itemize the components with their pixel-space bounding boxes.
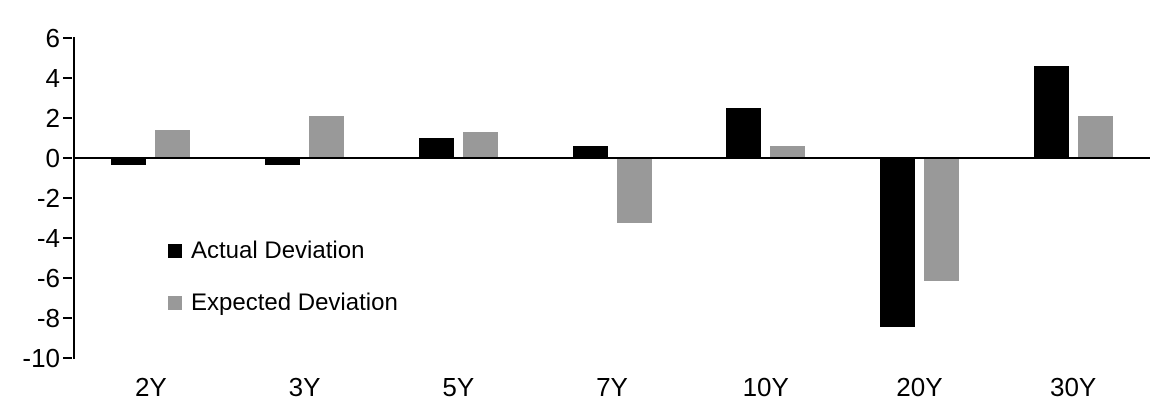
bar-expected-5Y [462,132,498,158]
x-axis-category-label: 30Y [1050,372,1097,402]
legend-label-expected: Expected Deviation [191,289,398,316]
bar-expected-3Y [309,116,345,158]
x-axis-category-label: 3Y [288,372,321,402]
y-axis-tick-mark [63,357,72,359]
legend-swatch-actual-icon [168,244,182,258]
x-axis-category-label: 7Y [596,372,628,402]
y-axis-tick-label: -8 [36,303,60,333]
y-axis-tick-label: -6 [36,263,60,293]
x-axis-category-label: 20Y [896,372,943,402]
y-axis-tick-mark [63,117,72,119]
x-axis-category-label: 5Y [442,372,475,402]
bar-expected-7Y [616,159,652,223]
y-axis-tick-label: 2 [45,103,60,133]
bar-actual-5Y [418,138,454,158]
legend-swatch-expected-icon [168,296,182,310]
y-axis-tick-mark [63,237,72,239]
y-axis-tick-label: -10 [22,343,60,373]
y-axis-tick-label: 0 [45,143,60,173]
bar-actual-2Y [111,159,147,165]
y-axis-tick-mark [63,157,72,159]
bar-expected-20Y [923,159,959,281]
y-axis-line [73,37,75,359]
bar-expected-2Y [155,130,191,158]
x-axis-category-label: 10Y [742,372,789,402]
legend-item-actual: Actual Deviation [168,236,398,266]
bar-expected-30Y [1077,116,1113,158]
bar-actual-30Y [1033,66,1069,158]
y-axis-tick-mark [63,77,72,79]
bar-actual-7Y [572,146,608,158]
bar-actual-3Y [265,159,301,165]
x-axis-zero-line [73,157,1150,159]
x-axis-category-label: 2Y [134,372,167,402]
y-axis-tick-mark [63,37,72,39]
y-axis-tick-mark [63,277,72,279]
y-axis-tick-label: 4 [45,63,60,93]
bar-actual-20Y [879,159,915,327]
y-axis-tick-mark [63,317,72,319]
legend-label-actual: Actual Deviation [191,237,365,264]
legend: Actual Deviation Expected Deviation [168,236,398,340]
bar-actual-10Y [726,108,762,158]
y-axis-tick-mark [63,197,72,199]
y-axis-tick-label: -4 [36,223,60,253]
y-axis-tick-label: 6 [45,23,60,53]
y-axis-tick-label: -2 [36,183,60,213]
bar-expected-10Y [770,146,806,158]
legend-item-expected: Expected Deviation [168,288,398,318]
